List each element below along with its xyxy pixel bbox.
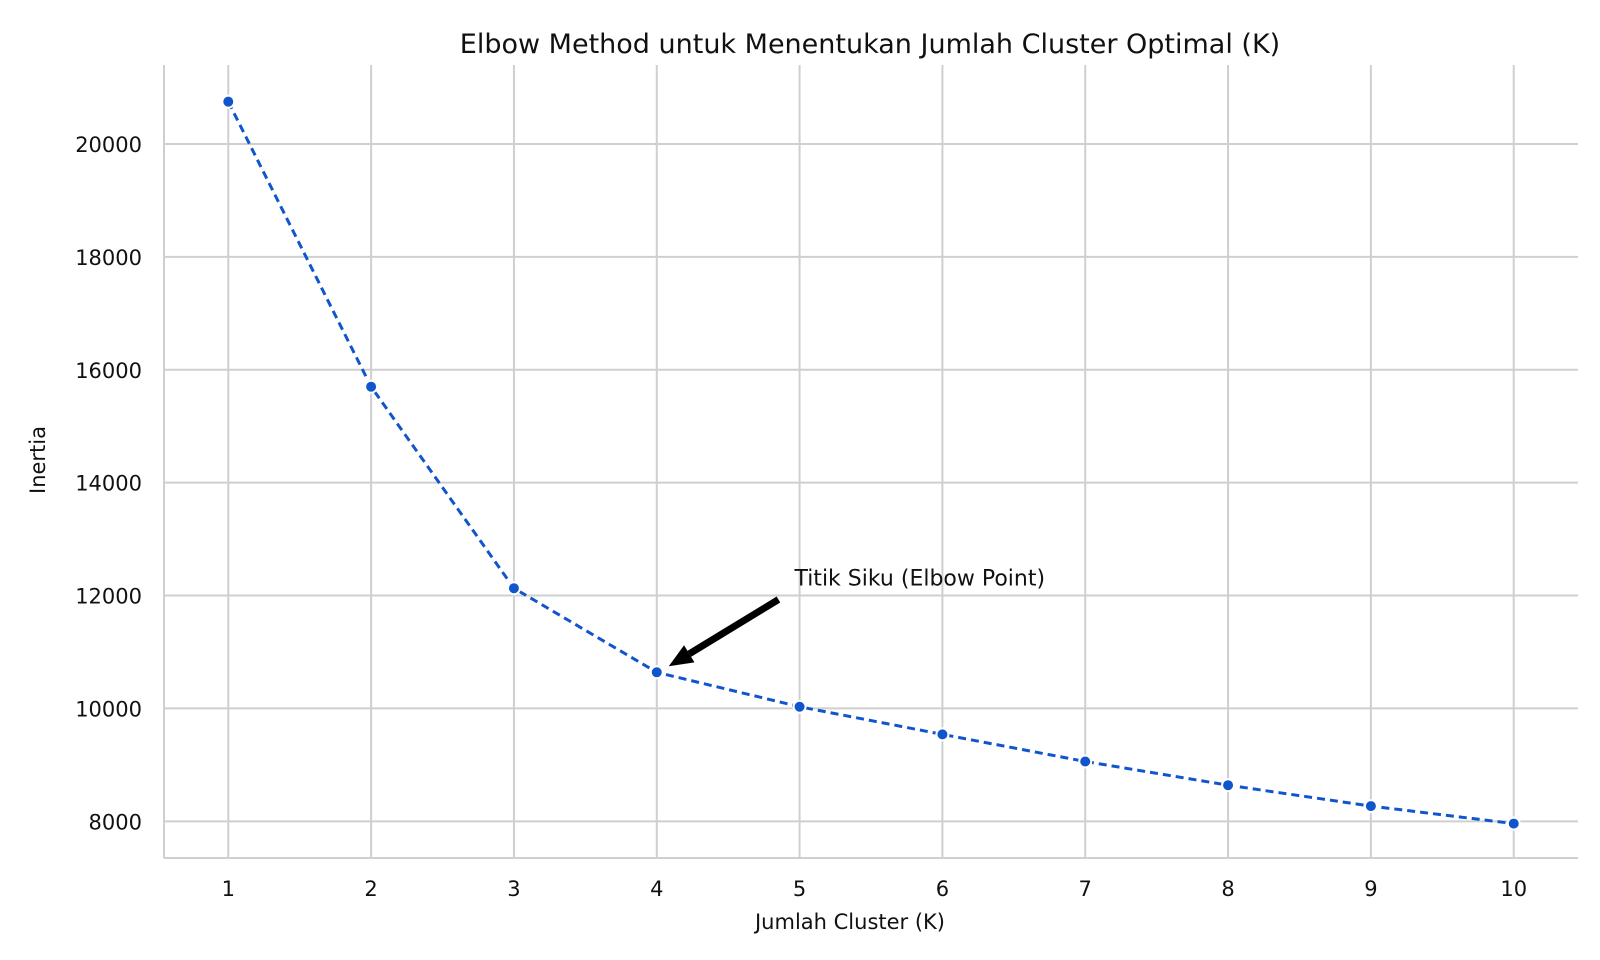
- series-line-0: [226, 101, 1514, 826]
- data-point-k3: [506, 581, 521, 596]
- x-tick-label-9: 9: [1364, 877, 1377, 901]
- y-tick-label-20000: 20000: [75, 133, 142, 157]
- axes-layer: 1 2 3 4 5 6 7 8 9 10 8000 10000 12000 14000 16000 18000…: [75, 65, 1578, 901]
- text-layer: Elbow Method untuk Menentukan Jumlah Clu…: [26, 29, 1280, 934]
- x-tick-label-8: 8: [1221, 877, 1234, 901]
- data-point-k8: [1221, 778, 1236, 793]
- x-tick-label-2: 2: [364, 877, 377, 901]
- y-tick-label-16000: 16000: [75, 359, 142, 383]
- y-tick-label-18000: 18000: [75, 246, 142, 270]
- data-point-k2: [364, 379, 379, 394]
- data-point-k7: [1078, 754, 1093, 769]
- x-tick-label-1: 1: [222, 877, 235, 901]
- data-point-k4: [649, 665, 664, 680]
- x-axis-label: Jumlah Cluster (K): [753, 910, 945, 934]
- data-point-k10: [1506, 816, 1521, 831]
- data-point-k9: [1363, 799, 1378, 814]
- x-tick-label-6: 6: [936, 877, 949, 901]
- y-tick-label-12000: 12000: [75, 585, 142, 609]
- x-tick-label-5: 5: [793, 877, 806, 901]
- x-tick-label-7: 7: [1079, 877, 1092, 901]
- data-point-k6: [935, 727, 950, 742]
- grid-layer: [164, 65, 1578, 858]
- x-tick-label-3: 3: [507, 877, 520, 901]
- data-point-k5: [792, 699, 807, 714]
- annotation-arrow-head: [668, 645, 695, 667]
- chart-title: Elbow Method untuk Menentukan Jumlah Clu…: [460, 29, 1280, 60]
- annotation-text: Titik Siku (Elbow Point): [793, 567, 1045, 592]
- points-layer: [221, 94, 1521, 831]
- data-point-k1: [221, 94, 236, 109]
- series-layer: [226, 101, 1514, 826]
- y-axis-label: Inertia: [26, 426, 50, 494]
- y-tick-label-10000: 10000: [75, 697, 142, 721]
- annotation-layer: Titik Siku (Elbow Point): [668, 567, 1045, 667]
- annotation-arrow-shaft: [687, 596, 781, 657]
- x-tick-label-4: 4: [650, 877, 663, 901]
- y-tick-label-14000: 14000: [75, 472, 142, 496]
- y-tick-label-8000: 8000: [89, 810, 142, 834]
- x-tick-label-10: 10: [1500, 877, 1527, 901]
